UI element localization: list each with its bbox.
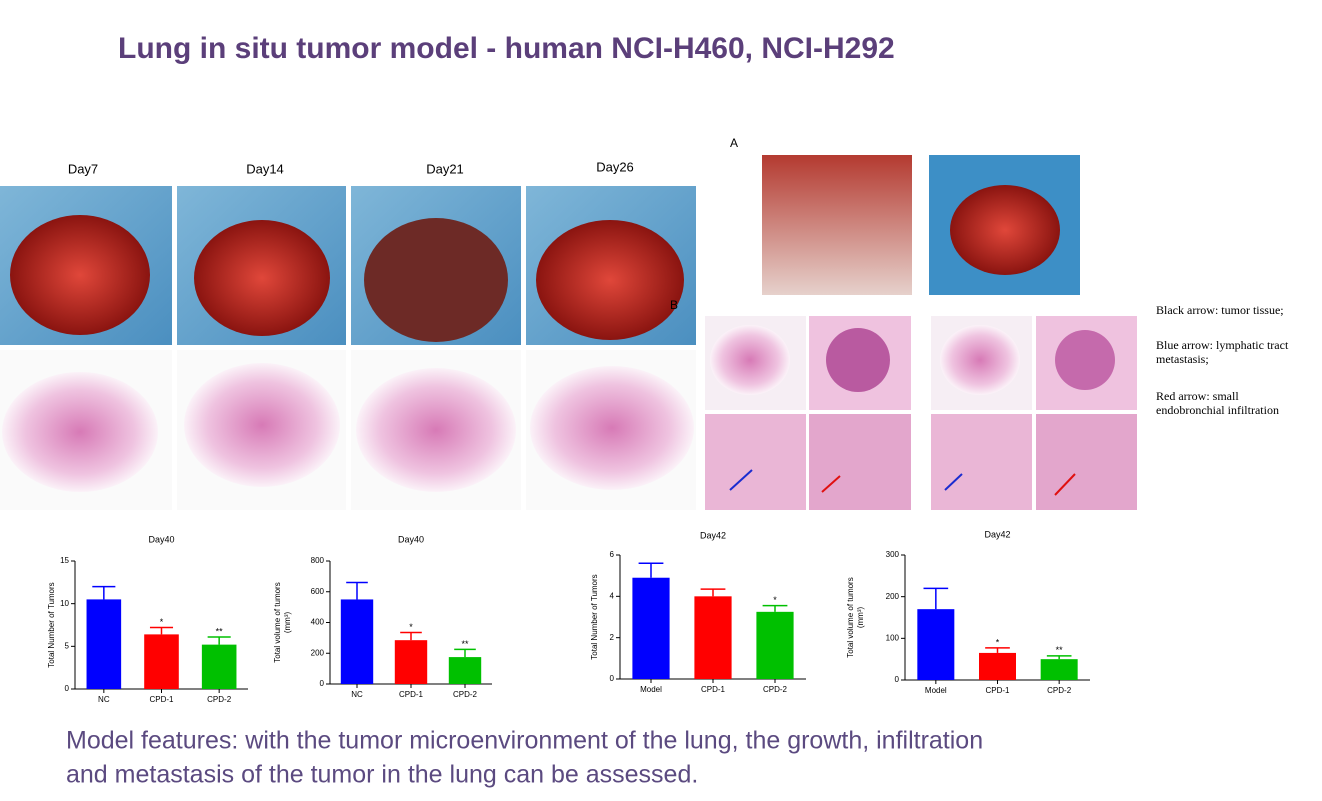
x-tick-label: CPD-2 — [1047, 686, 1072, 695]
bar — [201, 644, 237, 689]
y-tick-label: 0 — [895, 675, 900, 684]
x-tick-label: Model — [640, 685, 662, 694]
significance: ** — [1056, 645, 1064, 655]
arrow-note: metastasis; — [1156, 352, 1209, 366]
significance: * — [996, 637, 1000, 647]
y-axis-label: (mm³) — [283, 612, 292, 634]
y-tick-label: 4 — [610, 591, 615, 600]
y-tick-label: 200 — [886, 592, 900, 601]
x-tick-label: CPD-2 — [763, 685, 788, 694]
chart-title: Day42 — [700, 530, 726, 540]
x-tick-label: CPD-1 — [985, 686, 1010, 695]
x-tick-label: CPD-2 — [207, 695, 232, 704]
bar — [917, 609, 955, 680]
bar — [756, 611, 794, 679]
y-axis-label: (mm³) — [856, 607, 865, 629]
y-tick-label: 6 — [610, 550, 615, 559]
x-tick-label: CPD-1 — [399, 690, 424, 699]
chart-title: Day40 — [398, 534, 424, 544]
x-tick-label: Model — [925, 686, 947, 695]
day-label: Day7 — [68, 161, 98, 176]
y-tick-label: 5 — [65, 641, 70, 650]
arrow-note: Black arrow: tumor tissue; — [1156, 303, 1284, 317]
day-label: Day21 — [426, 161, 464, 176]
x-tick-label: CPD-2 — [453, 690, 478, 699]
bar — [394, 640, 428, 684]
significance: ** — [216, 626, 224, 636]
arrow-note: Blue arrow: lymphatic tract — [1156, 338, 1289, 352]
arrow-note: endobronchial infiltration — [1156, 403, 1279, 417]
y-tick-label: 0 — [320, 679, 325, 688]
x-tick-label: CPD-1 — [149, 695, 174, 704]
y-axis-label: Total Number of Tumors — [590, 574, 599, 659]
x-tick-label: CPD-1 — [701, 685, 726, 694]
day-label: Day14 — [246, 161, 284, 176]
bar — [979, 652, 1016, 680]
y-tick-label: 10 — [60, 599, 69, 608]
chart-title: Day42 — [984, 529, 1010, 539]
y-tick-label: 400 — [311, 618, 325, 627]
bar — [144, 634, 179, 689]
y-tick-label: 15 — [60, 556, 69, 565]
x-tick-label: NC — [351, 690, 363, 699]
significance: ** — [461, 639, 469, 649]
slide-title: Lung in situ tumor model - human NCI-H46… — [118, 32, 895, 65]
significance: * — [160, 617, 164, 627]
footer: and metastasis of the tumor in the lung … — [66, 761, 698, 789]
y-tick-label: 800 — [311, 556, 325, 565]
y-axis-label: Total Number of Tumors — [47, 582, 56, 667]
y-tick-label: 0 — [610, 674, 615, 683]
bar — [340, 599, 374, 684]
y-tick-label: 300 — [886, 550, 900, 559]
y-tick-label: 2 — [610, 633, 615, 642]
chart-title: Day40 — [148, 534, 174, 544]
day-label: Day26 — [596, 159, 634, 174]
bar — [632, 577, 670, 679]
x-tick-label: NC — [98, 695, 110, 704]
photos — [0, 155, 1137, 510]
bar — [1040, 659, 1078, 680]
y-tick-label: 200 — [311, 648, 325, 657]
footer: Model features: with the tumor microenvi… — [66, 727, 983, 755]
y-axis-label: Total volume of tumors — [273, 582, 282, 662]
y-tick-label: 100 — [886, 633, 900, 642]
panel-label: A — [730, 136, 738, 150]
y-tick-label: 600 — [311, 587, 325, 596]
arrow-note: Red arrow: small — [1156, 389, 1239, 403]
y-tick-label: 0 — [65, 684, 70, 693]
significance: * — [409, 622, 413, 632]
bar — [448, 657, 482, 684]
bar — [86, 599, 122, 689]
bar — [694, 596, 732, 679]
panel-label: B — [670, 298, 678, 312]
significance: * — [773, 595, 777, 605]
y-axis-label: Total volume of tumors — [846, 577, 855, 657]
